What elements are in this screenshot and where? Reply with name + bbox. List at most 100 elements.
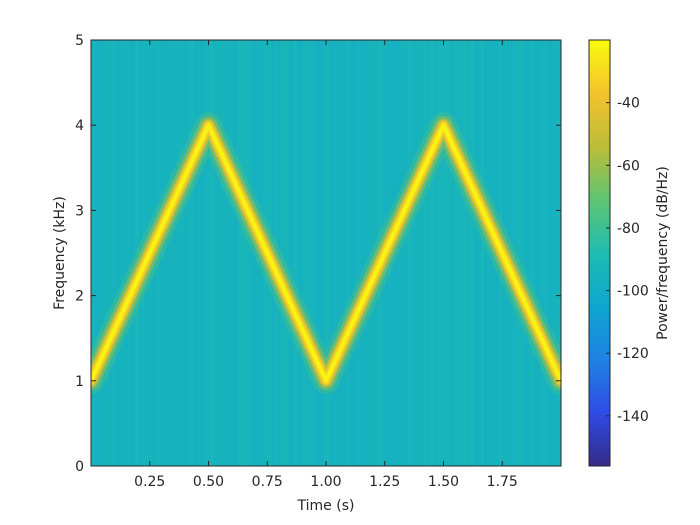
noise-stripe <box>127 40 129 466</box>
noise-stripe <box>541 40 543 466</box>
noise-stripe <box>287 40 289 466</box>
noise-stripe <box>539 40 541 466</box>
noise-stripe <box>199 40 201 466</box>
colorbar-tick-label: -120 <box>617 346 649 362</box>
colorbar <box>589 40 610 466</box>
noise-stripe <box>165 40 167 466</box>
noise-stripe <box>419 40 421 466</box>
noise-stripe <box>201 40 203 466</box>
noise-stripe <box>429 40 431 466</box>
x-tick-label: 1.75 <box>487 474 518 490</box>
noise-stripe <box>421 40 423 466</box>
noise-stripe <box>239 40 241 466</box>
noise-stripe <box>345 40 347 466</box>
noise-stripe <box>331 40 333 466</box>
noise-stripe <box>219 40 221 466</box>
noise-stripe <box>111 40 113 466</box>
noise-stripe <box>411 40 413 466</box>
noise-stripe <box>365 40 367 466</box>
noise-stripe <box>529 40 531 466</box>
noise-stripe <box>313 40 315 466</box>
noise-stripe <box>543 40 545 466</box>
noise-stripe <box>231 40 233 466</box>
noise-stripe <box>399 40 401 466</box>
noise-stripe <box>179 40 181 466</box>
noise-stripe <box>425 40 427 466</box>
noise-stripe <box>433 40 435 466</box>
noise-stripe <box>249 40 251 466</box>
noise-stripe <box>487 40 489 466</box>
noise-stripe <box>281 40 283 466</box>
noise-stripe <box>233 40 235 466</box>
noise-stripe <box>371 40 373 466</box>
noise-stripe <box>245 40 247 466</box>
noise-stripe <box>107 40 109 466</box>
noise-stripe <box>439 40 441 466</box>
noise-stripe <box>121 40 123 466</box>
y-tick-label: 1 <box>75 374 84 390</box>
x-tick-label: 1.50 <box>428 474 459 490</box>
noise-stripe <box>205 40 207 466</box>
noise-stripe <box>475 40 477 466</box>
noise-stripe <box>221 40 223 466</box>
noise-stripe <box>309 40 311 466</box>
colorbar-axis: -40 -60 -80 -100 -120 -140 <box>606 96 649 425</box>
noise-stripe <box>515 40 517 466</box>
colorbar-tick-label: -80 <box>617 221 640 237</box>
noise-stripe <box>175 40 177 466</box>
x-axis-label: Time (s) <box>297 498 355 514</box>
noise-stripe <box>115 40 117 466</box>
noise-stripe <box>435 40 437 466</box>
noise-stripe <box>327 40 329 466</box>
noise-stripe <box>413 40 415 466</box>
noise-stripe <box>323 40 325 466</box>
noise-stripe <box>451 40 453 466</box>
noise-stripe <box>325 40 327 466</box>
noise-stripe <box>251 40 253 466</box>
noise-stripe <box>277 40 279 466</box>
noise-stripe <box>449 40 451 466</box>
noise-stripe <box>559 40 561 466</box>
x-tick-label: 0.75 <box>252 474 283 490</box>
noise-stripe <box>301 40 303 466</box>
colorbar-label: Power/frequency (dB/Hz) <box>655 166 671 340</box>
noise-stripe <box>93 40 95 466</box>
colorbar-tick-label: -60 <box>617 158 640 174</box>
noise-stripe <box>463 40 465 466</box>
noise-stripe <box>405 40 407 466</box>
noise-stripe <box>407 40 409 466</box>
noise-stripe <box>483 40 485 466</box>
noise-stripe <box>423 40 425 466</box>
noise-stripe <box>343 40 345 466</box>
noise-stripe <box>455 40 457 466</box>
noise-stripe <box>417 40 419 466</box>
noise-stripe <box>481 40 483 466</box>
noise-stripe <box>253 40 255 466</box>
noise-stripe <box>255 40 257 466</box>
noise-stripe <box>225 40 227 466</box>
noise-stripe <box>443 40 445 466</box>
noise-stripe <box>223 40 225 466</box>
noise-stripe <box>349 40 351 466</box>
noise-stripe <box>307 40 309 466</box>
noise-stripe <box>297 40 299 466</box>
noise-stripe <box>215 40 217 466</box>
noise-stripe <box>333 40 335 466</box>
noise-stripe <box>367 40 369 466</box>
noise-stripe <box>341 40 343 466</box>
colorbar-frame <box>588 39 611 467</box>
y-tick-label: 4 <box>75 118 84 134</box>
noise-stripe <box>315 40 317 466</box>
noise-stripe <box>163 40 165 466</box>
colorbar-tick-label: -40 <box>617 96 640 112</box>
y-tick-label: 0 <box>75 459 84 475</box>
noise-stripe <box>553 40 555 466</box>
noise-stripe <box>545 40 547 466</box>
noise-stripe <box>521 40 523 466</box>
noise-stripe <box>159 40 161 466</box>
noise-stripe <box>525 40 527 466</box>
noise-stripe <box>359 40 361 466</box>
noise-stripe <box>337 40 339 466</box>
noise-stripe <box>229 40 231 466</box>
noise-stripe <box>527 40 529 466</box>
